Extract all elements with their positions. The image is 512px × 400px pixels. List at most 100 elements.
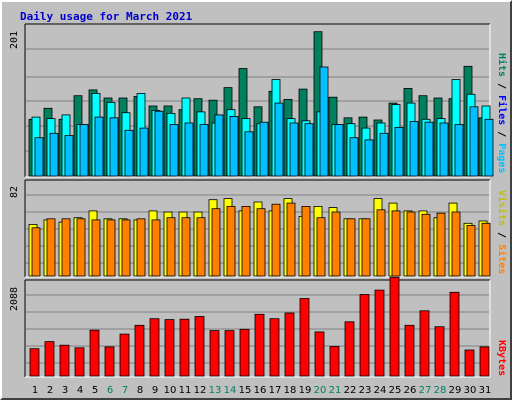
bar-kbytes-day-28 xyxy=(434,326,445,377)
bar-sites-day-18 xyxy=(286,202,296,277)
bar-sites-day-30 xyxy=(466,225,476,277)
bar-sites-day-14 xyxy=(226,205,236,277)
bar-sites-day-6 xyxy=(106,219,116,277)
x-tick-label-day-9: 9 xyxy=(152,385,158,396)
bar-sites-day-28 xyxy=(436,212,446,277)
x-tick-label-day-16: 16 xyxy=(254,385,267,396)
bar-pages-day-4 xyxy=(79,124,89,177)
legend-entry: Visits xyxy=(496,190,507,227)
bar-sites-day-29 xyxy=(451,211,461,277)
bar-pages-day-9 xyxy=(154,110,164,177)
bar-sites-day-20 xyxy=(316,217,326,277)
x-tick-label-day-1: 1 xyxy=(32,385,38,396)
bar-kbytes-day-7 xyxy=(119,333,130,377)
bar-sites-day-25 xyxy=(391,210,401,277)
bar-kbytes-day-8 xyxy=(134,324,145,377)
bar-pages-day-18 xyxy=(289,122,299,177)
x-tick-label-day-24: 24 xyxy=(374,385,387,396)
panel-hits-files-pages-legend: Hits / Files / Pages xyxy=(496,53,507,173)
x-tick-label-day-5: 5 xyxy=(92,385,98,396)
bar-kbytes-day-17 xyxy=(269,318,280,377)
legend-entry: KBytes xyxy=(496,339,507,376)
bar-pages-day-27 xyxy=(424,121,434,177)
bar-pages-day-16 xyxy=(259,121,269,177)
panel-visits-sites-max-label: 82 xyxy=(9,186,20,199)
bar-sites-day-21 xyxy=(331,211,341,277)
bar-pages-day-11 xyxy=(184,122,194,177)
bar-pages-day-30 xyxy=(469,106,479,177)
bar-kbytes-day-16 xyxy=(254,313,265,377)
x-tick-label-day-18: 18 xyxy=(284,385,297,396)
legend-entry: / xyxy=(496,226,507,245)
x-tick-label-day-8: 8 xyxy=(137,385,143,396)
bar-kbytes-day-20 xyxy=(314,331,325,377)
bar-pages-day-13 xyxy=(214,114,224,177)
bar-pages-day-29 xyxy=(454,124,464,177)
bar-kbytes-day-4 xyxy=(74,347,85,377)
bar-kbytes-day-2 xyxy=(44,341,55,377)
bar-kbytes-day-31 xyxy=(479,346,490,377)
x-tick-label-day-14: 14 xyxy=(224,385,237,396)
bar-sites-day-7 xyxy=(121,219,131,277)
x-tick-label-day-10: 10 xyxy=(164,385,177,396)
panel-hits-files-pages-max-label: 201 xyxy=(9,30,20,49)
bar-sites-day-1 xyxy=(31,227,41,277)
bar-pages-day-20 xyxy=(319,66,329,177)
bar-kbytes-day-29 xyxy=(449,291,460,377)
bar-kbytes-day-26 xyxy=(404,324,415,377)
bar-kbytes-day-27 xyxy=(419,310,430,377)
legend-entry: Files xyxy=(496,95,507,126)
bar-sites-day-12 xyxy=(196,217,206,277)
bar-pages-day-28 xyxy=(439,122,449,177)
bar-pages-day-22 xyxy=(349,137,359,177)
bar-kbytes-day-6 xyxy=(104,346,115,377)
x-tick-label-day-6: 6 xyxy=(107,385,113,396)
bar-sites-day-17 xyxy=(271,203,281,277)
x-tick-label-day-25: 25 xyxy=(389,385,402,396)
x-tick-label-day-27: 27 xyxy=(419,385,432,396)
panel-visits-sites-legend: Visits / Sites xyxy=(496,190,507,274)
bar-kbytes-day-18 xyxy=(284,312,295,377)
x-tick-label-day-4: 4 xyxy=(77,385,83,396)
x-tick-label-day-2: 2 xyxy=(47,385,53,396)
x-tick-label-day-21: 21 xyxy=(329,385,342,396)
x-tick-label-day-31: 31 xyxy=(479,385,492,396)
legend-entry: Hits xyxy=(496,53,507,78)
bar-sites-day-4 xyxy=(76,218,86,277)
bar-pages-day-23 xyxy=(364,139,374,177)
x-tick-label-day-28: 28 xyxy=(434,385,447,396)
bar-kbytes-day-3 xyxy=(59,344,70,377)
bar-kbytes-day-10 xyxy=(164,319,175,377)
bar-sites-day-2 xyxy=(46,218,56,277)
bar-kbytes-day-9 xyxy=(149,318,160,377)
bar-sites-day-26 xyxy=(406,211,416,277)
x-tick-label-day-7: 7 xyxy=(122,385,128,396)
bar-pages-day-1 xyxy=(34,137,44,177)
bar-pages-day-7 xyxy=(124,129,134,177)
bar-sites-day-31 xyxy=(481,222,491,277)
bar-sites-day-27 xyxy=(421,213,431,277)
bar-sites-day-10 xyxy=(166,217,176,277)
chart-title: Daily usage for March 2021 xyxy=(20,10,193,23)
x-tick-label-day-19: 19 xyxy=(299,385,312,396)
bar-sites-day-8 xyxy=(136,218,146,277)
bar-sites-day-15 xyxy=(241,205,251,277)
bar-pages-day-8 xyxy=(139,127,149,177)
x-tick-label-day-30: 30 xyxy=(464,385,477,396)
panel-kbytes-legend: KBytes xyxy=(496,340,507,376)
panel-kbytes-max-label: 2088 xyxy=(9,286,20,311)
x-tick-label-day-22: 22 xyxy=(344,385,357,396)
x-tick-label-day-12: 12 xyxy=(194,385,207,396)
bar-kbytes-day-24 xyxy=(374,289,385,377)
legend-entry: Sites xyxy=(496,244,507,275)
x-tick-label-day-13: 13 xyxy=(209,385,222,396)
x-tick-label-day-20: 20 xyxy=(314,385,327,396)
bar-sites-day-11 xyxy=(181,217,191,277)
bar-pages-day-24 xyxy=(379,132,389,177)
bar-sites-day-5 xyxy=(91,219,101,277)
bar-sites-day-24 xyxy=(376,209,386,277)
bar-kbytes-day-19 xyxy=(299,298,310,377)
x-tick-label-day-29: 29 xyxy=(449,385,462,396)
bar-kbytes-day-30 xyxy=(464,349,475,377)
bar-sites-day-23 xyxy=(361,218,371,277)
